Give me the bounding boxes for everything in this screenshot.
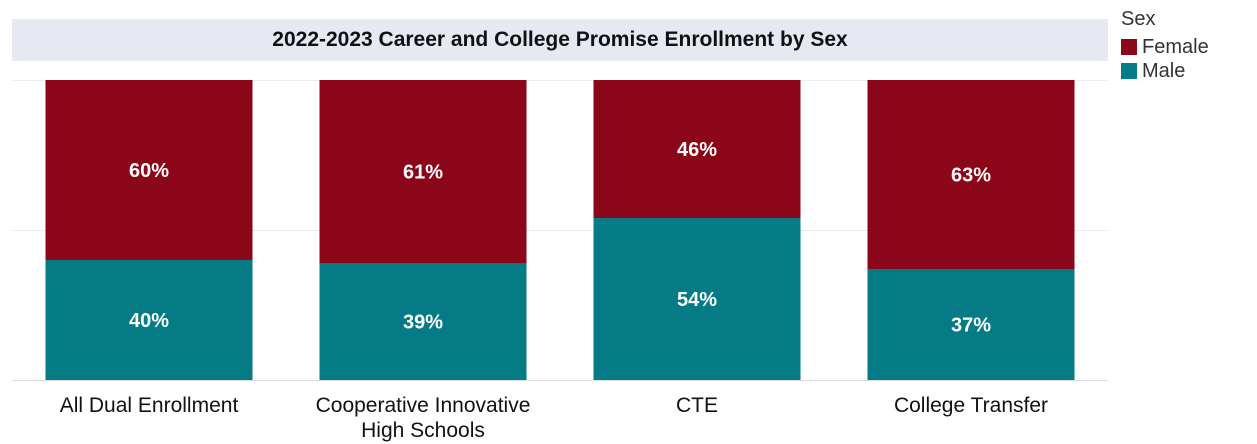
- legend-label-male: Male: [1142, 59, 1186, 82]
- data-label-male-1: 40%: [129, 310, 169, 332]
- bar-male-2[interactable]: [319, 263, 527, 380]
- chart-title: 2022-2023 Career and College Promise Enr…: [272, 28, 848, 51]
- bar-male-1[interactable]: [45, 260, 253, 380]
- data-label-female-4: 63%: [951, 165, 991, 187]
- data-label-female-3: 46%: [677, 139, 717, 161]
- legend-title: Sex: [1121, 8, 1156, 30]
- data-label-female-2: 61%: [403, 162, 443, 184]
- legend-item-female[interactable]: Female: [1121, 35, 1209, 59]
- legend-label-female: Female: [1142, 35, 1209, 58]
- bar-female-2[interactable]: [319, 80, 527, 263]
- bar-male-3[interactable]: [593, 218, 801, 380]
- x-tick-label-4: College Transfer: [894, 394, 1048, 417]
- data-label-female-1: 60%: [129, 160, 169, 182]
- bar-female-3[interactable]: [593, 80, 801, 218]
- bar-male-4[interactable]: [867, 269, 1075, 380]
- data-label-male-4: 37%: [951, 315, 991, 337]
- legend: Sex Female Male: [1121, 7, 1209, 83]
- bar-female-4[interactable]: [867, 80, 1075, 269]
- chart-title-band: 2022-2023 Career and College Promise Enr…: [12, 19, 1108, 61]
- x-tick-label-2: Cooperative Innovative High Schools: [316, 394, 531, 442]
- bar-female-1[interactable]: [45, 80, 253, 260]
- x-tick-label-3: CTE: [676, 394, 718, 417]
- legend-swatch-female: [1121, 39, 1137, 55]
- legend-swatch-male: [1121, 63, 1137, 79]
- legend-item-male[interactable]: Male: [1121, 59, 1209, 83]
- data-label-male-3: 54%: [677, 289, 717, 311]
- data-label-male-2: 39%: [403, 312, 443, 334]
- x-tick-label-1: All Dual Enrollment: [60, 394, 239, 417]
